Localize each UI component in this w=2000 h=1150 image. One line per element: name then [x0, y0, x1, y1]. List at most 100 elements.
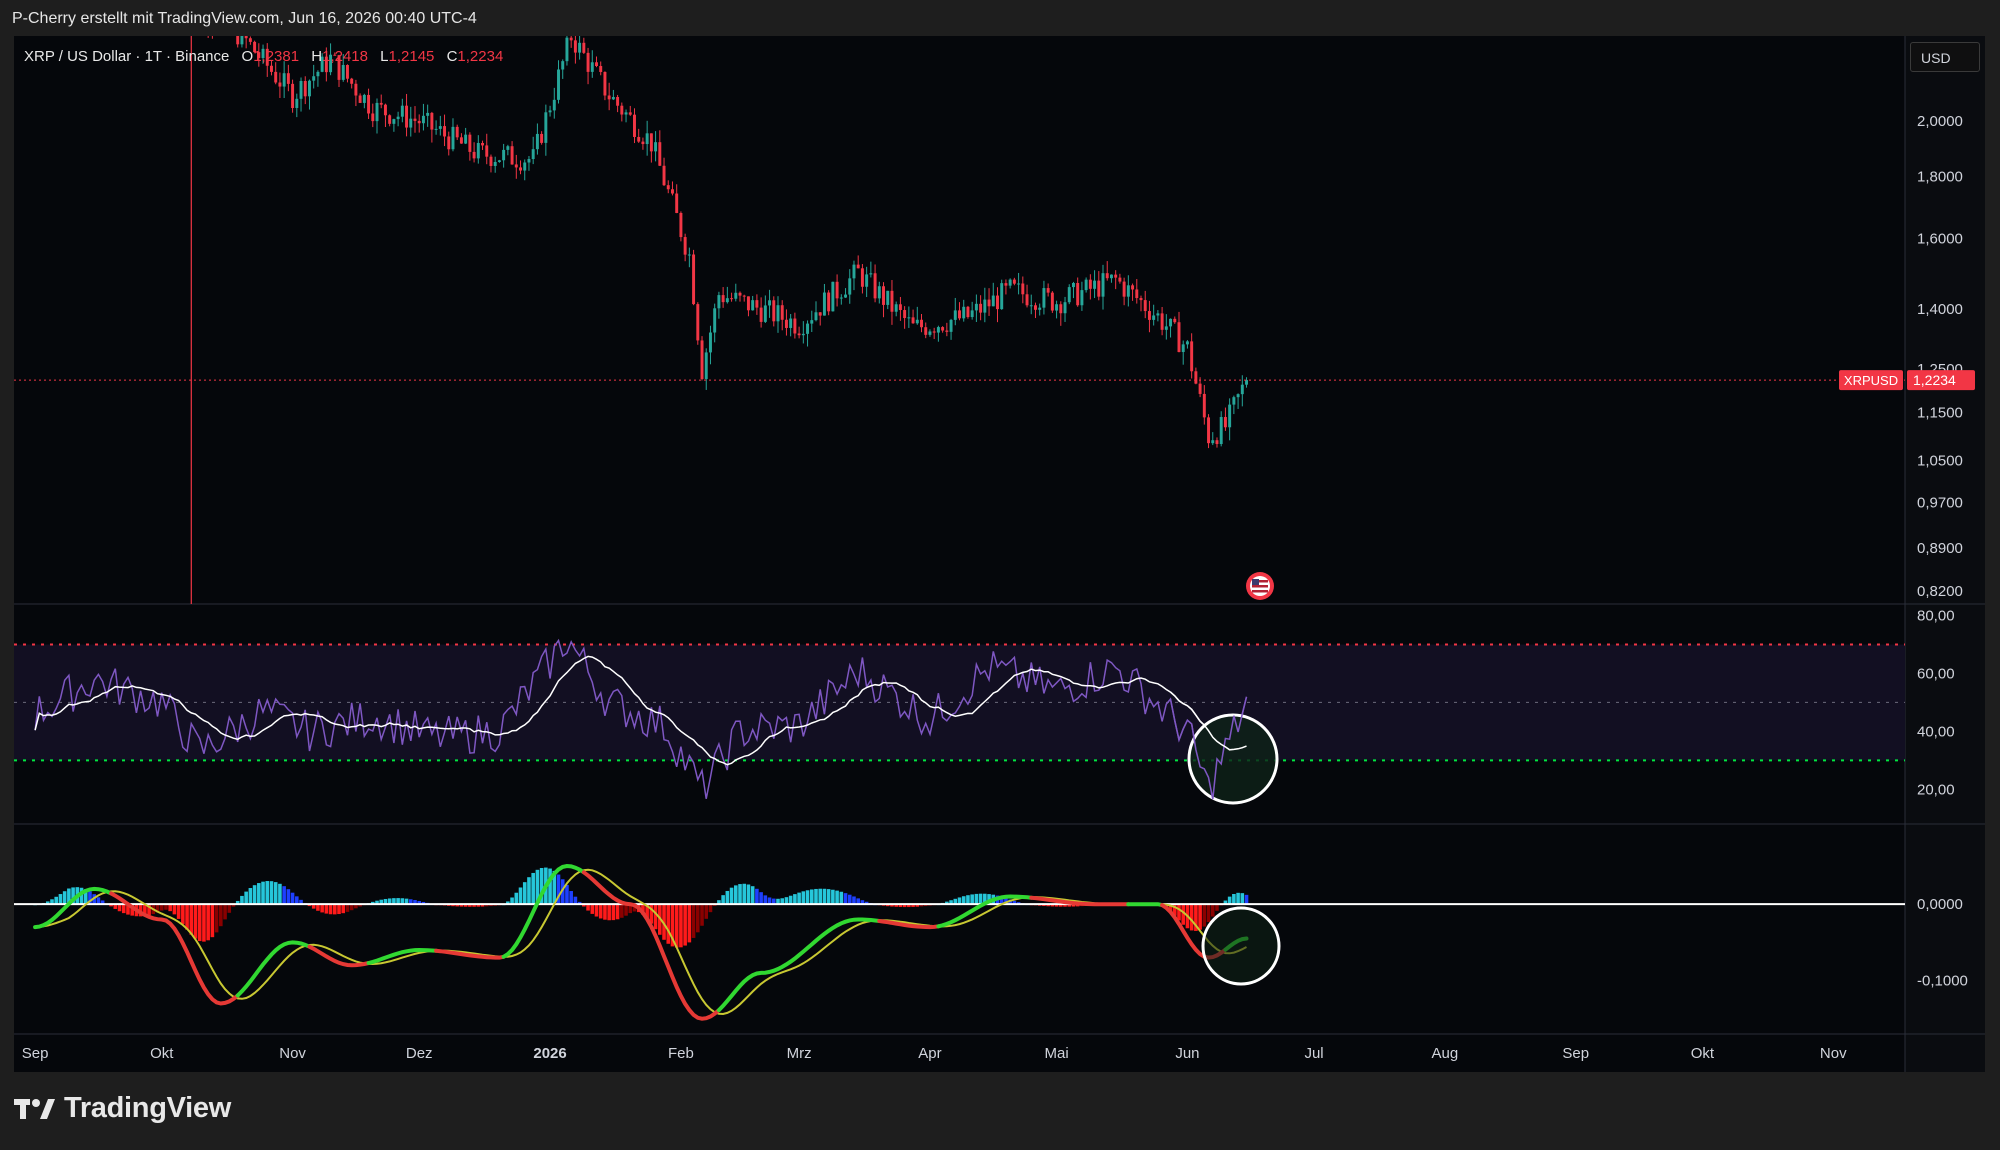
candle-body [738, 292, 742, 296]
candle-body [345, 64, 349, 79]
time-axis-label: Okt [1691, 1045, 1715, 1062]
candle-body [958, 310, 961, 319]
candle-body [476, 142, 480, 159]
candles-group [190, 0, 1249, 449]
macd-hist-bar [717, 900, 721, 905]
price-axis-label: 1,8000 [1917, 169, 1963, 186]
macd-hist-bar [468, 904, 472, 907]
macd-hist-bar [603, 904, 607, 920]
macd-hist-bar [269, 881, 274, 905]
candle-body [198, 0, 201, 14]
macd-hist-bar [763, 895, 768, 905]
macd-hist-bar [826, 889, 831, 905]
rsi-line-tail [1169, 696, 1248, 800]
candle-body [1173, 318, 1177, 323]
candle-body [240, 36, 244, 45]
candle-body [983, 299, 987, 313]
candle-body [649, 133, 653, 152]
candle-body [1059, 304, 1063, 314]
macd-hist-bar [320, 904, 324, 913]
candle-body [1139, 298, 1143, 301]
candle-body [687, 254, 691, 256]
candle-body [645, 133, 649, 145]
last-price-tag-label: 1,2234 [1913, 372, 1956, 388]
candle-body [573, 40, 577, 53]
macd-hist-bar [459, 904, 464, 907]
symbol-legend: XRP / US Dollar · 1T · Binance O1,2381 H… [24, 48, 503, 65]
macd-hist-bar [953, 898, 958, 905]
time-axis-label: Feb [668, 1045, 694, 1062]
candle-body [248, 38, 252, 42]
tradingview-logo[interactable]: TradingView [14, 1092, 231, 1125]
macd-hist-bar [767, 897, 772, 905]
candle-body [472, 151, 476, 159]
macd-hist-bar [641, 904, 645, 915]
macd-hist-bar [729, 887, 734, 905]
macd-hist-bar [58, 894, 63, 905]
candle-body [286, 73, 290, 84]
candle-body [578, 42, 582, 53]
macd-hist-bar [506, 901, 510, 905]
macd-hist-bar [413, 900, 417, 905]
macd-hist-bar [290, 892, 295, 905]
candle-body [806, 323, 810, 334]
macd-hist-bar [71, 887, 75, 905]
macd-hist-bar [560, 879, 565, 905]
macd-hist-bar [569, 891, 573, 905]
candle-body [329, 54, 333, 73]
macd-hist-bar [155, 904, 160, 913]
candle-body [190, 4, 193, 10]
time-axis-label: Sep [22, 1045, 49, 1062]
price-axis-label: 1,1500 [1917, 405, 1963, 422]
macd-hist-bar [181, 904, 185, 925]
candle-body [721, 295, 725, 303]
candle-body [755, 300, 759, 308]
macd-hist-bar [700, 904, 704, 926]
candle-body [595, 62, 598, 67]
rsi-axis-label: 60,00 [1917, 665, 1955, 682]
candle-body [920, 319, 923, 328]
candle-body [708, 332, 712, 353]
macd-hist-bar [421, 901, 426, 905]
macd-hist-bar [978, 893, 983, 905]
candle-body [936, 327, 940, 333]
macd-hist-bar [696, 904, 700, 933]
candle-body [1169, 318, 1173, 327]
candle-body [987, 299, 991, 307]
candle-body [928, 331, 932, 335]
macd-hist-bar [556, 874, 561, 905]
macd-line-segment [1126, 902, 1165, 908]
candle-body [620, 105, 624, 115]
candle-body [1093, 280, 1097, 289]
currency-button[interactable]: USD [1910, 42, 1980, 72]
candle-body [531, 149, 535, 160]
candle-body [194, 0, 197, 4]
macd-hist-bar [856, 898, 860, 905]
macd-line-segment [936, 894, 1034, 929]
macd-hist-bar [746, 884, 751, 905]
rsi-signal-tail [1170, 691, 1247, 751]
macd-hist-bar [577, 901, 582, 905]
macd-hist-bar [1046, 904, 1050, 907]
time-axis-label: Aug [1432, 1045, 1459, 1062]
candle-body [270, 65, 273, 72]
macd-hist-bar [1227, 896, 1232, 905]
candle-body [772, 300, 776, 322]
macd-hist-bar [725, 890, 730, 905]
candle-body [1147, 311, 1151, 320]
macd-hist-bar [472, 904, 476, 907]
candle-body [628, 112, 632, 115]
macd-hist-bar [109, 904, 113, 907]
candle-body [362, 94, 366, 103]
symbol-name[interactable]: XRP / US Dollar · 1T · Binance [24, 48, 230, 65]
candle-body [751, 300, 755, 311]
macd-hist-bar [202, 904, 206, 942]
candle-body [409, 118, 413, 128]
macd-hist-bar [885, 904, 890, 907]
candle-body [1097, 280, 1101, 297]
attribution-text: P-Cherry erstellt mit TradingView.com, J… [12, 10, 477, 27]
price-axis-label: 1,4000 [1917, 301, 1963, 318]
macd-hist-bar [1223, 900, 1228, 905]
price-axis-background [1905, 36, 1985, 1072]
